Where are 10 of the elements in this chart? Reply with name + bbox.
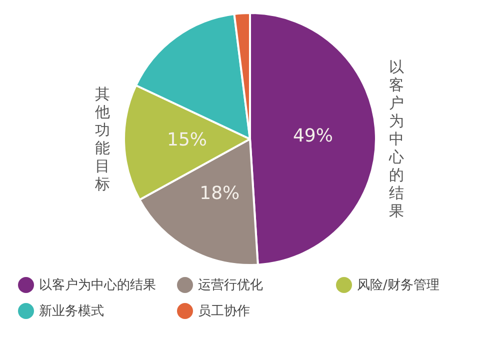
data-label: 15% [167, 130, 208, 151]
legend-label: 以客户为中心的结果 [39, 277, 156, 294]
text: 以客户为中心的结果 [389, 58, 404, 220]
text: 其他功能目标 [95, 85, 111, 193]
data-label: 49% [292, 126, 333, 147]
legend-label: 新业务模式 [39, 303, 104, 320]
legend-label: 员工协作 [198, 303, 250, 320]
legend-label: 风险/财务管理 [357, 277, 440, 294]
data-label: 18% [200, 182, 240, 204]
legend-label: 运营行优化 [198, 277, 263, 294]
